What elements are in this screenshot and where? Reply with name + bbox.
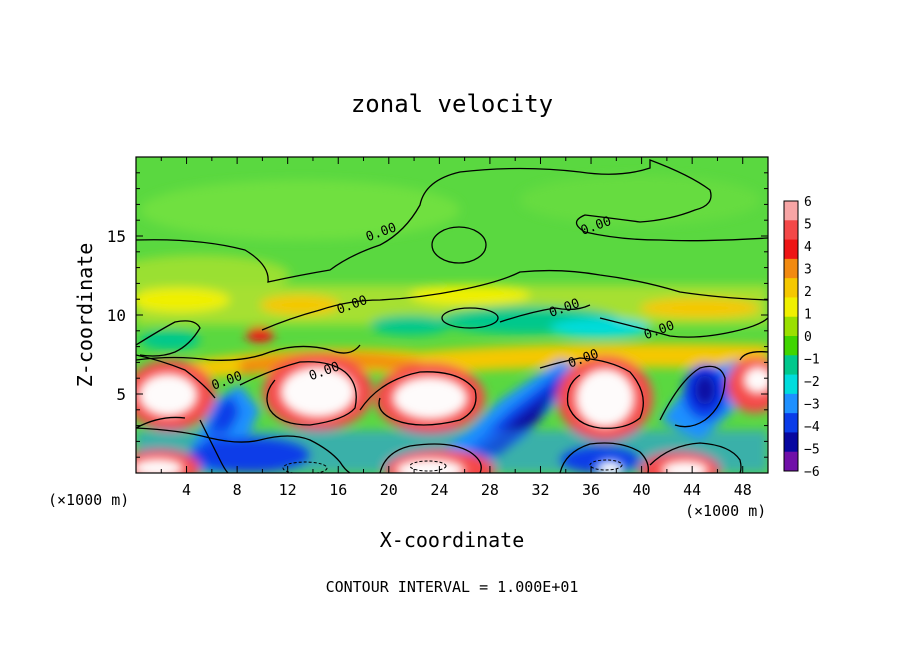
colorbar-tick-label: 2: [804, 285, 812, 300]
x-tick-label: 24: [430, 481, 448, 499]
colorbar-tick-label: −5: [804, 443, 820, 458]
x-tick-label: 16: [329, 481, 347, 499]
x-tick-label: 20: [380, 481, 398, 499]
chart-title: zonal velocity: [351, 90, 553, 118]
colorbar-swatch: [784, 374, 798, 395]
colorbar-tick-label: −2: [804, 375, 820, 390]
x-tick-label: 28: [481, 481, 499, 499]
y-axis: 5 10 15: [107, 172, 768, 458]
x-tick-label: 8: [233, 481, 242, 499]
colorbar-frame: [783, 200, 799, 472]
y-tick-label: 10: [107, 306, 126, 325]
colorbar-swatch: [784, 336, 798, 356]
colorbar-tick-label: −1: [804, 353, 820, 368]
contour-interval-note: CONTOUR INTERVAL = 1.000E+01: [326, 578, 579, 596]
x-tick-label: 4: [182, 481, 191, 499]
colorbar-swatch: [784, 278, 798, 298]
colorbar-tick-label: 4: [804, 240, 812, 255]
x-tick-label: 44: [683, 481, 701, 499]
colorbar-swatch: [784, 393, 798, 414]
colorbar-tick-label: −3: [804, 398, 820, 413]
colorbar-tick-label: −6: [804, 465, 820, 480]
x-axis-label: X-coordinate: [380, 528, 525, 552]
colorbar-swatch: [784, 316, 798, 337]
colorbar-swatch: [784, 355, 798, 376]
x-unit-right: (×1000 m): [685, 502, 766, 520]
colorbar-swatch: [784, 413, 798, 433]
x-tick-label: 12: [279, 481, 297, 499]
x-tick-label: 40: [633, 481, 651, 499]
colorbar-tick-label: 0: [804, 330, 812, 345]
y-axis-label: Z-coordinate: [73, 243, 97, 388]
colorbar-tick-label: 3: [804, 263, 812, 278]
plot-area: [136, 157, 768, 473]
y-tick-label: 5: [116, 385, 126, 404]
colorbar-swatch: [784, 297, 798, 318]
colorbar: 6 5 4 3 2 1 0 −1 −2 −3 −4 −5 −6: [783, 195, 820, 480]
colorbar-swatch: [784, 201, 798, 221]
x-tick-label: 48: [734, 481, 752, 499]
colorbar-swatch: [784, 451, 798, 472]
contour-lines: [136, 159, 768, 473]
colorbar-swatch: [784, 239, 798, 260]
colorbar-tick-label: −4: [804, 420, 820, 435]
x-tick-label: 36: [582, 481, 600, 499]
x-axis: 4 8 12 16 20 24 28 32 36 40 44 48: [160, 157, 752, 499]
colorbar-swatch: [784, 220, 798, 241]
colorbar-tick-label: 5: [804, 218, 812, 233]
colorbar-tick-label: 6: [804, 195, 812, 210]
colorbar-swatch: [784, 258, 798, 279]
colorbar-swatch: [784, 432, 798, 453]
y-tick-label: 15: [107, 227, 126, 246]
x-unit-left: (×1000 m): [48, 491, 129, 509]
x-tick-label: 32: [531, 481, 549, 499]
colorbar-tick-label: 1: [804, 308, 812, 323]
